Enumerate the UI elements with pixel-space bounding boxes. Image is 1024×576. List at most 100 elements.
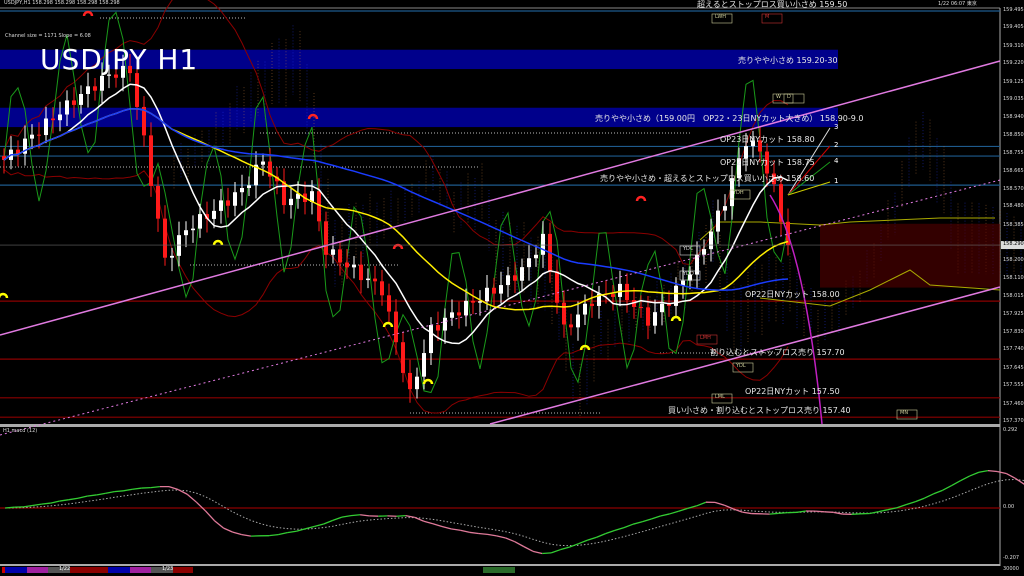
date-label: 1/23 bbox=[162, 566, 174, 572]
candle-body bbox=[506, 275, 510, 286]
candle-body bbox=[450, 312, 454, 318]
candle-body bbox=[268, 161, 272, 177]
price-tick: 158.480 bbox=[1003, 203, 1024, 210]
macd-line-segment bbox=[796, 510, 807, 513]
macd-line-segment bbox=[204, 510, 215, 522]
cloud-span-b bbox=[759, 269, 1001, 307]
candle-body bbox=[345, 262, 349, 268]
macd-line-segment bbox=[605, 529, 616, 535]
candle-body bbox=[128, 65, 132, 74]
zone-band-label: 売りやや小さめ 159.20-30 bbox=[738, 55, 838, 65]
macd-line-segment bbox=[150, 485, 160, 489]
marker-box bbox=[711, 393, 733, 404]
marker-box bbox=[679, 245, 701, 256]
macd-line-segment bbox=[96, 492, 106, 496]
candle-body bbox=[352, 264, 356, 268]
price-tick: 157.460 bbox=[1003, 400, 1024, 407]
candle-body bbox=[485, 287, 489, 302]
fan-label: 3 bbox=[834, 123, 839, 131]
macd-line-segment bbox=[578, 539, 588, 545]
macd-line-segment bbox=[505, 537, 516, 543]
candle-body bbox=[282, 181, 286, 206]
macd-line-segment bbox=[269, 533, 279, 537]
marker-box bbox=[679, 270, 701, 281]
macd-line-segment bbox=[723, 504, 734, 510]
macd-line-segment bbox=[942, 484, 952, 491]
candle-body bbox=[44, 118, 48, 136]
candle-body bbox=[653, 312, 657, 326]
candle-body bbox=[632, 300, 636, 307]
candle-body bbox=[555, 271, 559, 303]
candle-body bbox=[163, 218, 167, 258]
session-bar-segment bbox=[5, 567, 27, 573]
candle-body bbox=[520, 267, 524, 281]
macd-line-segment bbox=[924, 493, 934, 499]
price-tick: 158.940 bbox=[1003, 114, 1024, 121]
macd-line-segment bbox=[186, 493, 197, 503]
signal-icon bbox=[212, 239, 224, 246]
macd-line-segment bbox=[460, 529, 470, 533]
macd-line-segment bbox=[32, 503, 42, 507]
macd-line-segment bbox=[678, 507, 688, 512]
pane-separator bbox=[0, 424, 1000, 427]
candle-body bbox=[72, 100, 76, 105]
candle-body bbox=[254, 164, 258, 186]
date-label: 1/22 bbox=[59, 566, 71, 572]
macd-line-segment bbox=[651, 515, 661, 520]
level-label: OP23日NYカット 158.80 bbox=[720, 135, 815, 145]
macd-line-segment bbox=[978, 470, 989, 473]
clock: 1/22 06:07 東京 bbox=[938, 1, 977, 7]
macd-line-segment bbox=[214, 520, 225, 529]
macd-tick: 0.00 bbox=[1003, 504, 1015, 510]
candle-body bbox=[247, 185, 251, 188]
candle-body bbox=[65, 100, 69, 115]
macd-line-segment bbox=[933, 489, 943, 495]
candle-body bbox=[233, 192, 237, 206]
marker-label: YDL bbox=[736, 363, 746, 369]
signal-icon bbox=[670, 315, 682, 322]
macd-line-segment bbox=[542, 552, 552, 555]
fan-line bbox=[787, 127, 831, 196]
candle-body bbox=[121, 65, 125, 78]
zone-band-label: 売りやや小さめ（159.00円 OP22・23日NYカット大きめ） 158.90… bbox=[595, 113, 864, 123]
macd-line-segment bbox=[550, 549, 561, 554]
macd-line-segment bbox=[478, 532, 488, 536]
session-bar-segment bbox=[48, 567, 70, 573]
macd-line-segment bbox=[969, 471, 980, 477]
marker-label: LWH bbox=[715, 14, 727, 20]
candle-body bbox=[135, 73, 139, 107]
candle-body bbox=[765, 151, 769, 174]
candle-body bbox=[156, 185, 160, 219]
fan-line bbox=[787, 181, 831, 196]
macd-label: H1 macd (12) bbox=[3, 428, 38, 434]
candle-body bbox=[296, 193, 300, 199]
zone-band bbox=[0, 107, 838, 128]
session-bar-segment bbox=[70, 567, 108, 573]
candle-body bbox=[191, 228, 195, 231]
candle-body bbox=[730, 178, 734, 207]
macd-line-segment bbox=[451, 528, 461, 531]
marker-box bbox=[772, 93, 794, 104]
candle-body bbox=[170, 255, 174, 258]
marker-label: LML bbox=[715, 394, 725, 400]
macd-line-segment bbox=[105, 490, 115, 494]
candle-body bbox=[611, 294, 615, 297]
candle-body bbox=[226, 200, 230, 206]
candle-body bbox=[219, 200, 223, 211]
candle-body bbox=[492, 287, 496, 294]
macd-line-segment bbox=[414, 516, 425, 522]
signal-icon bbox=[82, 10, 94, 17]
candle-body bbox=[30, 134, 34, 139]
candle-body bbox=[478, 301, 482, 303]
candle-body bbox=[758, 140, 762, 152]
candle-body bbox=[513, 275, 517, 281]
candle-body bbox=[401, 342, 405, 373]
candle-body bbox=[723, 206, 727, 211]
candle-body bbox=[58, 114, 62, 121]
candle-body bbox=[625, 283, 629, 301]
candle-body bbox=[205, 214, 209, 219]
macd-line-segment bbox=[195, 501, 206, 512]
candle-body bbox=[695, 254, 699, 275]
price-tick: 157.645 bbox=[1003, 364, 1024, 371]
